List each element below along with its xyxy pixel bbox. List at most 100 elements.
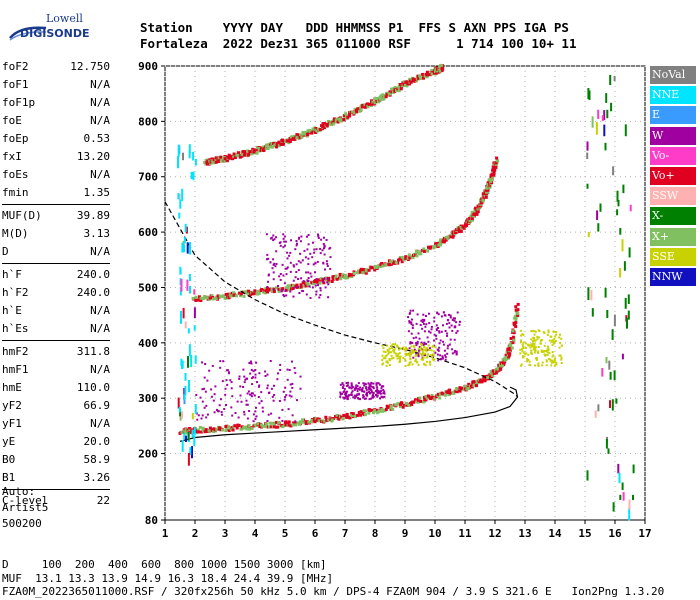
echo-point <box>230 387 233 390</box>
echo-point <box>356 385 359 388</box>
echo-point <box>406 352 409 355</box>
echo-point <box>339 393 342 396</box>
echo-point <box>438 346 441 349</box>
echo-point <box>414 350 417 353</box>
echo-point <box>433 320 436 323</box>
echo-point <box>546 350 549 353</box>
echo-point <box>252 392 254 395</box>
echo-point <box>551 351 554 353</box>
polarization-legend: NoVal NNE E W Vo- Vo+ SSW X- X+ SSE NNW <box>650 66 696 288</box>
trace-point <box>327 119 330 123</box>
param-value: 0.53 <box>83 132 111 145</box>
trace-point <box>509 343 513 347</box>
trace-point <box>516 308 520 312</box>
echo-point <box>381 385 384 388</box>
trace-point <box>327 280 331 284</box>
echo-point <box>314 262 317 265</box>
echo-point <box>348 386 351 389</box>
echo-point <box>534 357 537 360</box>
trace-point <box>240 152 244 156</box>
echo-point <box>284 267 287 270</box>
trace-point <box>430 394 434 397</box>
echo-point <box>294 248 297 251</box>
echo-point <box>315 248 318 251</box>
echo-point <box>362 394 365 397</box>
trace-point <box>364 409 368 413</box>
param-row: foEp 0.53 <box>2 130 110 148</box>
trace-point <box>316 417 320 421</box>
trace-point <box>432 71 436 75</box>
echo-point <box>430 328 433 331</box>
echo-point <box>425 342 428 345</box>
echo-point <box>307 279 310 282</box>
echo-point <box>519 329 522 332</box>
echo-point <box>555 361 558 364</box>
trace-point <box>336 120 340 124</box>
trace-point <box>292 284 295 288</box>
echo-point <box>254 369 257 371</box>
x-tick-label: 8 <box>372 527 379 540</box>
trace-point <box>509 337 513 340</box>
echo-point <box>366 393 369 396</box>
echo-point <box>219 366 222 369</box>
series-2-trace <box>203 63 445 166</box>
echo-point <box>383 390 386 393</box>
echo-point <box>379 397 381 400</box>
column-point <box>597 109 600 119</box>
echo-point <box>399 347 402 350</box>
echo-point <box>396 345 399 348</box>
trace-point <box>499 363 503 367</box>
param-value: 12.750 <box>70 60 110 73</box>
param-row: hmF2 311.8 <box>2 343 110 361</box>
trace-point <box>258 425 262 429</box>
trace-point <box>256 292 260 296</box>
echo-point <box>530 349 533 352</box>
echo-point <box>307 271 310 274</box>
echo-point <box>367 382 370 385</box>
trace-point <box>512 321 516 325</box>
echo-point <box>371 395 374 398</box>
column-point <box>188 144 191 156</box>
echo-point <box>528 360 531 363</box>
trace-point <box>426 73 430 77</box>
trace-point <box>324 415 328 419</box>
echo-point <box>329 267 332 270</box>
echo-point <box>223 408 226 410</box>
trace-point <box>494 371 498 375</box>
echo-point <box>346 397 349 400</box>
param-row: h`Es N/A <box>2 320 110 338</box>
column-point <box>628 499 631 510</box>
trace-point <box>419 250 423 254</box>
echo-point <box>422 357 425 360</box>
echo-point <box>359 386 362 389</box>
echo-point <box>270 236 273 239</box>
echo-point <box>361 387 364 390</box>
trace-point <box>472 384 476 388</box>
trace-point <box>184 428 188 432</box>
trace-point <box>516 312 520 315</box>
echo-point <box>397 353 400 356</box>
echo-point <box>308 285 311 288</box>
series-11-column <box>177 144 197 466</box>
column-point <box>587 287 590 301</box>
echo-point <box>405 347 408 350</box>
echo-point <box>407 330 410 333</box>
echo-point <box>421 352 424 355</box>
echo-point <box>411 350 414 353</box>
echo-point <box>213 411 216 414</box>
column-point <box>183 432 186 440</box>
echo-point <box>370 381 373 384</box>
echo-point <box>251 383 254 386</box>
trace-point <box>212 161 216 164</box>
echo-point <box>257 396 260 398</box>
trace-point <box>318 128 322 131</box>
trace-point <box>364 105 368 109</box>
trace-point <box>398 405 402 408</box>
trace-point <box>496 159 500 163</box>
echo-point <box>529 344 532 347</box>
echo-point <box>431 356 433 359</box>
param-row: yF1 N/A <box>2 415 110 433</box>
echo-point <box>221 380 224 383</box>
echo-point <box>249 393 252 396</box>
trace-point <box>395 88 398 92</box>
